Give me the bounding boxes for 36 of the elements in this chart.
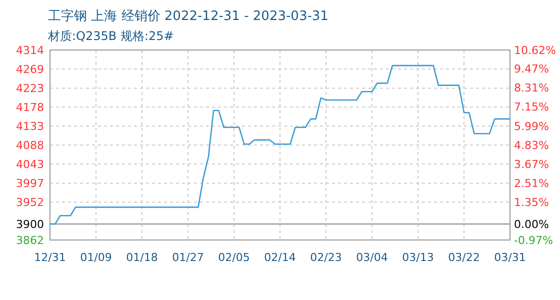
y-tick-label: 3997	[16, 177, 44, 190]
y-tick-label: 4133	[16, 120, 44, 133]
y-tick-label: 4178	[16, 101, 44, 114]
y-tick-label: 4314	[16, 44, 44, 57]
y2-tick-label: 7.15%	[514, 100, 549, 114]
x-tick-label: 02/14	[264, 251, 296, 264]
y2-tick-label: 0.00%	[514, 218, 549, 231]
y-tick-label: 3952	[16, 196, 44, 210]
x-tick-label: 01/27	[172, 251, 204, 264]
y2-tick-label: 5.99%	[514, 120, 549, 133]
y2-tick-label: 10.62%	[514, 44, 556, 57]
y2-tick-label: 4.83%	[514, 138, 549, 152]
y2-tick-label: 2.51%	[514, 176, 549, 190]
chart-title: 工字钢 上海 经销价 2022-12-31 - 2023-03-31	[48, 8, 328, 24]
y-tick-label: 4269	[16, 62, 44, 76]
y-tick-label: 4043	[16, 158, 44, 171]
y2-tick-label: 1.35%	[514, 196, 549, 209]
x-tick-label: 03/22	[448, 251, 480, 264]
x-tick-label: 02/23	[310, 251, 342, 264]
chart-subtitle: 材质:Q235B 规格:25#	[47, 29, 174, 43]
y2-tick-label: 8.31%	[514, 82, 549, 95]
x-tick-label: 12/31	[34, 251, 66, 264]
y2-tick-label: 9.47%	[514, 62, 549, 76]
y2-tick-label: -0.97%	[514, 234, 553, 247]
x-tick-label: 01/18	[126, 251, 158, 264]
x-tick-label: 01/09	[80, 251, 112, 264]
y-tick-label: 4088	[16, 138, 44, 152]
y-tick-label: 3900	[16, 218, 44, 231]
y-tick-label: 3862	[16, 234, 44, 247]
y2-tick-label: 3.67%	[514, 158, 549, 171]
x-tick-label: 03/13	[402, 251, 434, 264]
x-tick-label: 02/05	[218, 251, 250, 264]
x-tick-label: 03/04	[356, 251, 388, 264]
y-tick-label: 4223	[16, 82, 44, 96]
x-tick-label: 03/31	[494, 251, 526, 264]
line-series	[49, 64, 511, 225]
